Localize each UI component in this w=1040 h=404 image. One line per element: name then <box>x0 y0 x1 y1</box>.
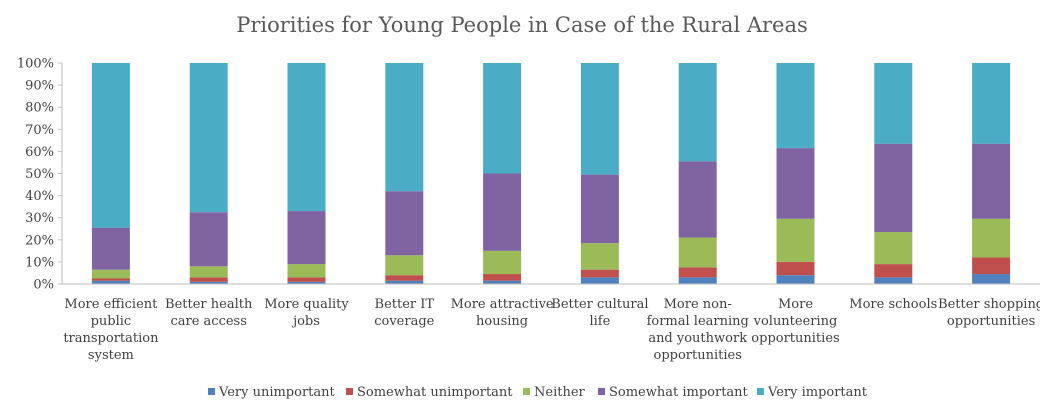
x-category-label: Better IT coverage <box>374 297 434 329</box>
bar-segment-very-important <box>874 63 913 144</box>
bar-segment-neither <box>189 266 228 278</box>
legend-label: Somewhat important <box>609 385 749 400</box>
bar-segment-very-important <box>580 63 619 175</box>
bar-segment-somewhat-unimportant <box>874 264 913 278</box>
bar-segment-very-unimportant <box>678 277 717 284</box>
bar-segment-very-unimportant <box>287 281 326 284</box>
bar-segment-somewhat-important <box>776 148 815 219</box>
bar-segment-neither <box>874 232 913 265</box>
y-tick-label: 100% <box>17 57 54 72</box>
x-category-label: More efficient public transportation system <box>63 297 159 363</box>
legend: Very unimportant Somewhat unimportant Neit… <box>208 385 868 400</box>
bar-segment-very-important <box>287 63 326 212</box>
y-tick-label: 40% <box>25 189 54 204</box>
y-tick-label: 20% <box>25 233 54 248</box>
bar-segment-somewhat-unimportant <box>385 275 424 281</box>
legend-swatch <box>523 388 530 395</box>
bar-segment-neither <box>776 218 815 262</box>
bar-segment-very-unimportant <box>483 280 522 284</box>
bar-segment-somewhat-unimportant <box>776 261 815 276</box>
legend-swatch <box>757 388 764 395</box>
bar-segment-somewhat-important <box>678 161 717 238</box>
y-tick-label: 10% <box>25 255 54 270</box>
bar-segment-somewhat-important <box>385 191 424 256</box>
bar-segment-very-unimportant <box>580 277 619 284</box>
bar-segment-very-important <box>483 63 522 174</box>
x-category-label: More schools <box>849 297 937 312</box>
bar-segment-neither <box>385 255 424 276</box>
bar-segment-very-unimportant <box>776 275 815 284</box>
y-tick-label: 50% <box>25 167 54 182</box>
legend-label: Somewhat unimportant <box>357 385 513 400</box>
y-axis: 0% 10% 20% 30% 40% 50% 60% 70% 80% 90% 100% <box>17 57 63 293</box>
x-category-label: More non-formal learning and youthwork opp… <box>647 297 749 363</box>
legend-label: Neither <box>534 385 586 400</box>
y-tick-label: 70% <box>25 123 54 138</box>
bar-segment-very-important <box>91 63 130 228</box>
legend-swatch <box>208 388 215 395</box>
bar-segment-somewhat-unimportant <box>91 278 130 281</box>
bar-segment-somewhat-unimportant <box>580 269 619 278</box>
bar-segment-neither <box>972 218 1011 258</box>
legend-label: Very unimportant <box>218 385 336 400</box>
bar-segment-somewhat-important <box>189 212 228 267</box>
y-tick-label: 0% <box>33 278 54 293</box>
bar-segment-very-important <box>678 63 717 162</box>
bar-segment-somewhat-important <box>287 211 326 265</box>
y-tick-label: 80% <box>25 101 54 116</box>
legend-swatch <box>598 388 605 395</box>
bar-segment-somewhat-unimportant <box>678 267 717 278</box>
bar-segment-neither <box>287 264 326 278</box>
bars <box>62 63 1040 285</box>
bar-segment-very-unimportant <box>972 274 1011 284</box>
bar-segment-very-unimportant <box>189 281 228 284</box>
legend-label: Very important <box>767 385 868 400</box>
bar-segment-somewhat-important <box>91 227 130 270</box>
x-category-label: Better cultural life <box>551 297 648 329</box>
chart-title: Priorities for Young People in Case of t… <box>236 13 808 37</box>
bar-segment-somewhat-important <box>874 143 913 233</box>
bar-segment-somewhat-unimportant <box>287 277 326 282</box>
bar-segment-very-important <box>189 63 228 213</box>
x-category-label: Better health care access <box>165 297 253 329</box>
bar-segment-very-unimportant <box>91 280 130 284</box>
bar-segment-somewhat-important <box>580 174 619 244</box>
bar-segment-somewhat-unimportant <box>189 277 228 282</box>
bar-segment-very-important <box>972 63 1011 144</box>
y-tick-label: 60% <box>25 145 54 160</box>
y-tick-label: 30% <box>25 211 54 226</box>
bar-segment-neither <box>483 250 522 275</box>
bar-segment-neither <box>580 243 619 270</box>
x-category-label: More attractive housing <box>451 297 554 329</box>
bar-segment-neither <box>91 269 130 279</box>
bar-segment-somewhat-unimportant <box>972 257 1011 275</box>
x-axis-labels: More efficient public transportation system… <box>63 297 1040 363</box>
bar-segment-very-unimportant <box>874 277 913 284</box>
bar-segment-somewhat-unimportant <box>483 274 522 281</box>
bar-segment-somewhat-important <box>483 173 522 251</box>
bar-segment-somewhat-important <box>972 143 1011 219</box>
x-category-label: More quality jobs <box>264 297 349 329</box>
bar-segment-very-important <box>776 63 815 149</box>
y-tick-label: 90% <box>25 79 54 94</box>
x-category-label: More volunteering opportunities <box>751 297 839 346</box>
bar-segment-neither <box>678 237 717 268</box>
bar-segment-very-unimportant <box>385 280 424 284</box>
x-category-label: Better shopping opportunities <box>938 297 1040 329</box>
legend-swatch <box>346 388 353 395</box>
bar-segment-very-important <box>385 63 424 192</box>
